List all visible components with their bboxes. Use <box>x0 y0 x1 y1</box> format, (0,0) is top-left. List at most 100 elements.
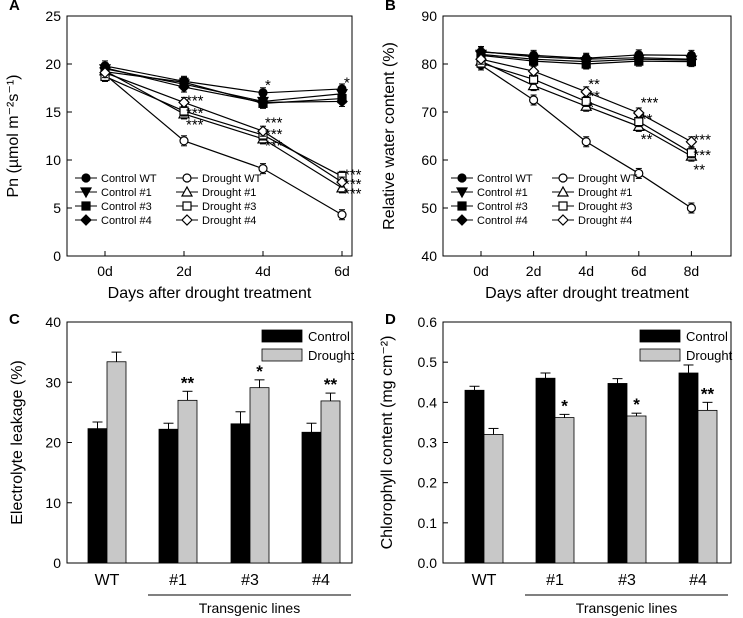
y-tick-label: 0.0 <box>418 555 438 571</box>
bar <box>607 383 628 564</box>
bar <box>554 417 575 564</box>
significance-label: *** <box>344 186 362 203</box>
legend-label: Drought #1 <box>202 187 256 199</box>
legend-label: Drought #1 <box>578 187 632 199</box>
data-point <box>686 148 697 158</box>
bar-control <box>535 372 556 564</box>
legend-item: Drought <box>261 348 355 363</box>
bar-drought <box>320 392 341 564</box>
y-tick-label: 70 <box>421 104 437 120</box>
panel-label: B <box>385 0 396 14</box>
legend-item: Control WT <box>451 173 533 185</box>
plot-frame <box>442 15 732 257</box>
data-point <box>685 53 698 66</box>
significance-label: *** <box>693 131 711 148</box>
legend-item: Drought #1 <box>552 185 632 199</box>
legend-label: Drought #3 <box>202 201 256 213</box>
bar <box>535 377 556 564</box>
y-tick-label: 30 <box>45 374 61 390</box>
y-tick-label: 10 <box>45 495 61 511</box>
legend-marker <box>79 187 93 199</box>
x-axis-label: Days after drought treatment <box>485 285 689 302</box>
legend-label: Control #1 <box>101 187 152 199</box>
series-line <box>104 75 343 177</box>
bar-control <box>464 385 485 564</box>
legend-label: Control #4 <box>101 215 152 227</box>
bar-control <box>87 421 108 564</box>
legend-item: Control #3 <box>451 201 528 213</box>
legend-item: Drought #3 <box>176 201 256 213</box>
series-drought-4 <box>475 53 698 148</box>
legend-label: Drought <box>308 348 355 363</box>
data-point <box>99 66 111 79</box>
legend-item: Drought WT <box>176 173 262 185</box>
legend-item: Drought #4 <box>552 214 632 227</box>
significance-label: *** <box>186 117 204 134</box>
bar <box>464 389 485 564</box>
series-line <box>104 68 343 103</box>
legend-label: Control <box>686 329 728 344</box>
plot-frame <box>66 15 353 257</box>
bar <box>301 431 322 564</box>
y-axis-label: Pn (µmol m⁻²s⁻¹) <box>5 75 22 198</box>
data-point <box>337 210 347 220</box>
data-point <box>179 136 189 146</box>
bar <box>158 428 179 564</box>
x-tick-label: #1 <box>546 572 564 589</box>
bar-drought <box>554 413 575 564</box>
data-point <box>580 85 593 98</box>
significance-label: *** <box>186 93 204 110</box>
x-tick-label: 0d <box>97 263 113 279</box>
significance-label: *** <box>693 147 711 164</box>
legend-item: Control #1 <box>451 187 528 199</box>
y-tick-label: 0 <box>53 248 61 264</box>
legend-item: Control #3 <box>75 201 152 213</box>
significance-label: ** <box>588 88 600 105</box>
y-tick-label: 15 <box>45 104 61 120</box>
legend-label: Control WT <box>477 173 533 185</box>
y-tick-label: 0.2 <box>418 475 438 491</box>
legend-marker <box>80 214 92 226</box>
significance-label: ** <box>641 111 653 128</box>
data-point <box>475 53 487 66</box>
data-point <box>685 135 698 148</box>
legend-marker <box>182 201 192 211</box>
x-tick-label: #4 <box>689 572 707 589</box>
group-label: Transgenic lines <box>199 600 300 616</box>
significance-label: *** <box>641 94 659 111</box>
legend-item: Drought WT <box>552 173 638 185</box>
y-tick-label: 40 <box>45 314 61 330</box>
legend-marker <box>455 187 469 199</box>
y-tick-label: 0.4 <box>418 394 438 410</box>
legend-item: Drought #3 <box>552 201 632 213</box>
significance-label: ** <box>693 162 705 179</box>
legend-label: Drought WT <box>578 173 638 185</box>
legend-marker <box>556 185 570 197</box>
bar <box>697 409 718 564</box>
legend-marker <box>181 214 193 226</box>
y-tick-label: 60 <box>421 152 437 168</box>
legend-marker <box>182 173 192 183</box>
legend-label: Control #1 <box>477 187 528 199</box>
significance-label: ** <box>641 131 653 148</box>
legend-label: Drought #4 <box>202 215 256 227</box>
data-point <box>257 96 269 109</box>
group-label: Transgenic lines <box>576 600 677 616</box>
panel-d: D 0.0 0.1 0.2 0.3 0.4 0.5 0.6 Chlorophyll conten… <box>379 311 733 616</box>
legend-swatch <box>639 329 681 343</box>
y-tick-label: 20 <box>45 435 61 451</box>
bar <box>678 372 699 564</box>
y-tick-label: 10 <box>45 152 61 168</box>
x-tick-label: #3 <box>241 572 259 589</box>
x-tick-label: 8d <box>684 263 700 279</box>
legend-swatch <box>261 348 303 362</box>
significance-label: * <box>588 99 594 116</box>
series-drought-4 <box>99 66 348 188</box>
significance-label: *** <box>265 115 283 132</box>
panel-b: B 40 50 60 70 80 90 0d 2d 4d 6d 8d Days after drough… <box>381 0 732 302</box>
y-axis-label: Chlorophyll content (mg cm⁻²) <box>379 336 396 550</box>
bar-drought <box>177 390 198 564</box>
significance-label: *** <box>265 126 283 143</box>
data-point <box>336 176 348 188</box>
legend-marker <box>180 185 194 197</box>
